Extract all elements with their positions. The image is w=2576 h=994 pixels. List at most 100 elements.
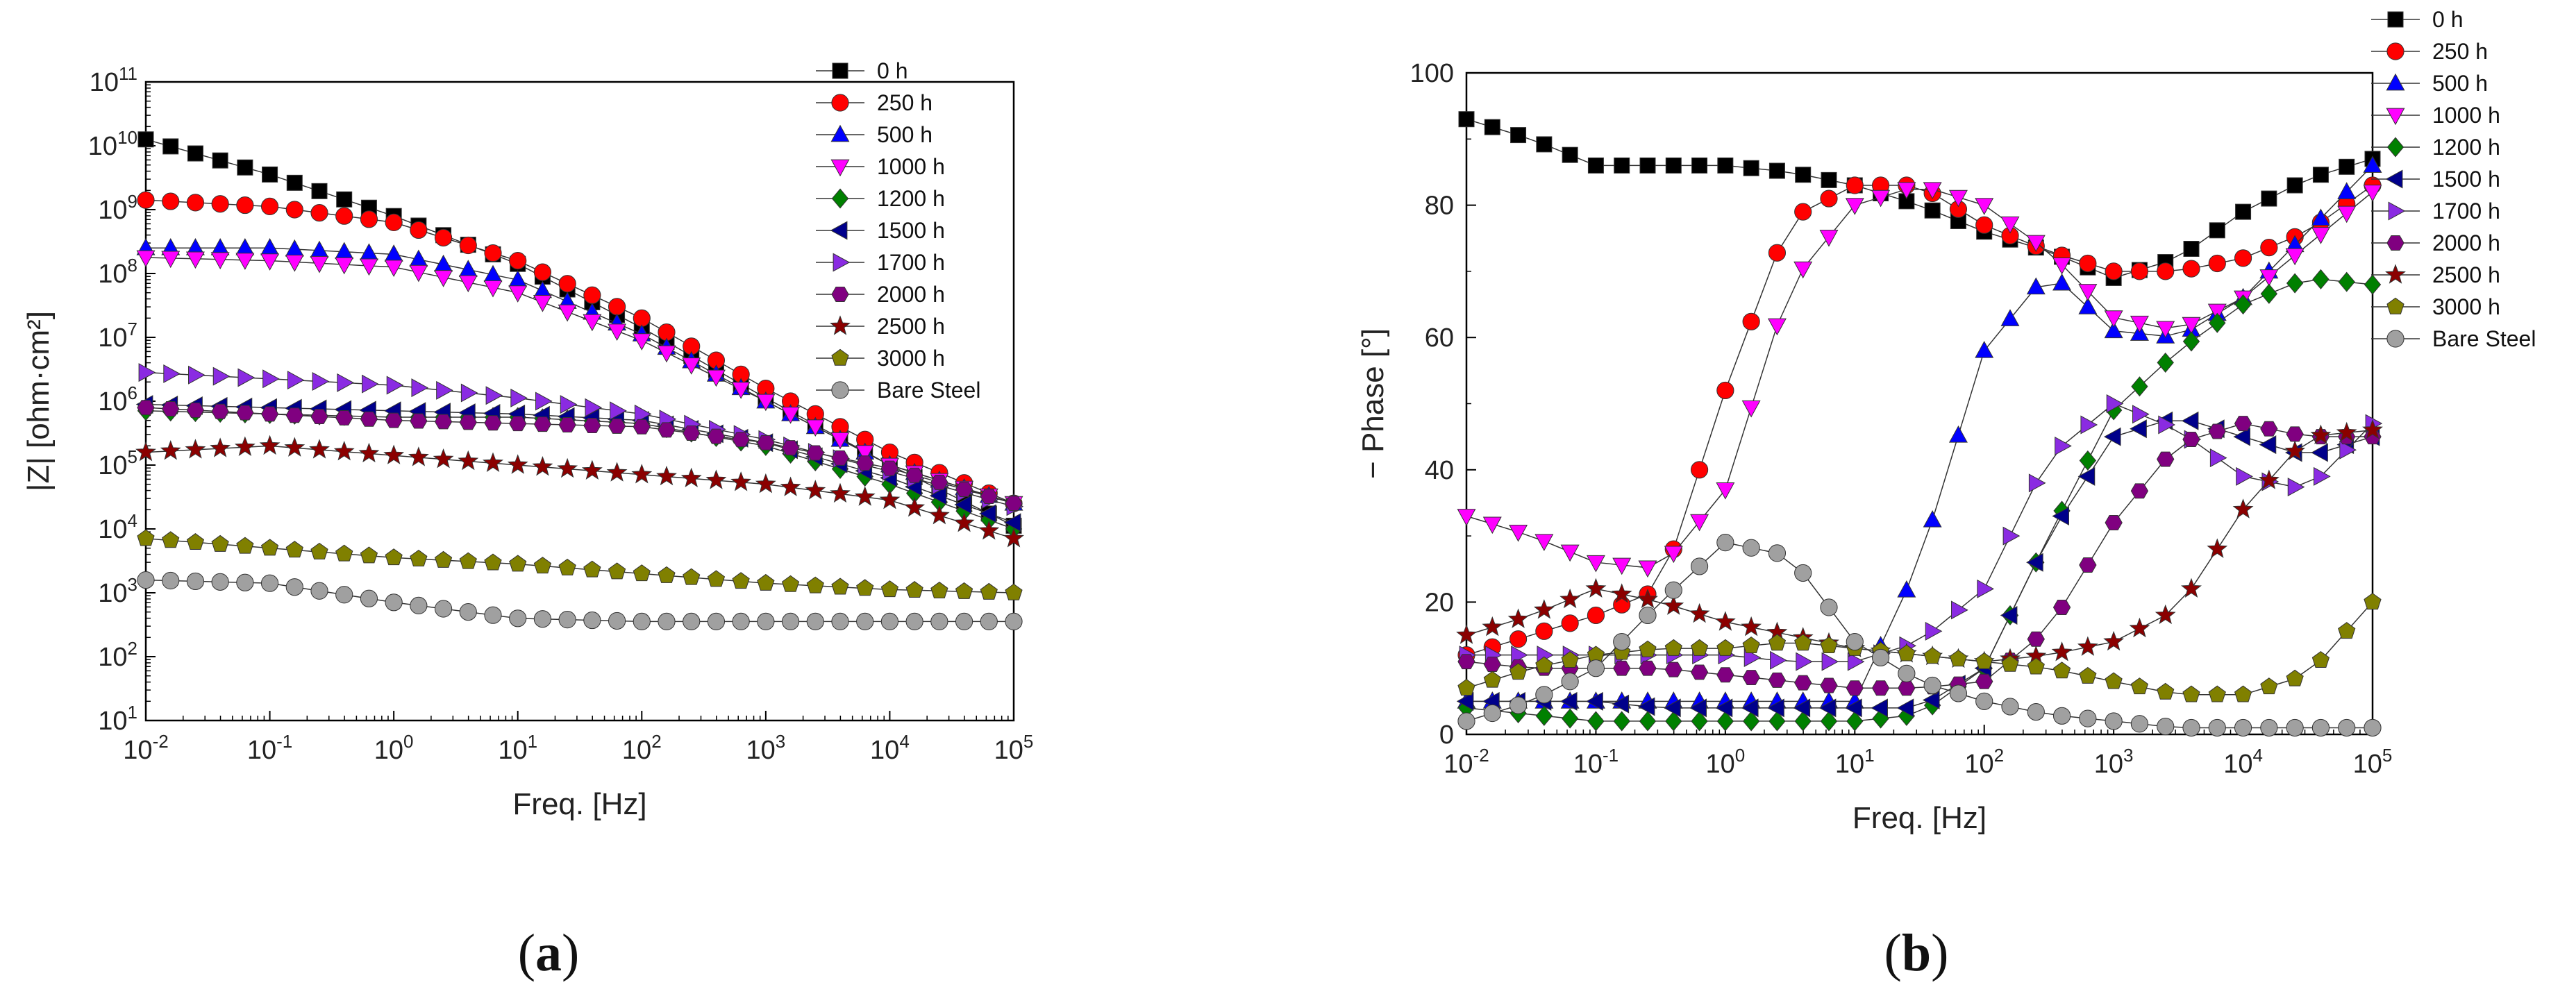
data-point-1700-h	[2158, 415, 2175, 435]
data-point-1500-h	[1818, 698, 1837, 718]
data-point-0-h	[2235, 203, 2252, 220]
x-axis-title: Freq. [Hz]	[512, 787, 646, 821]
data-point-3000-h	[2079, 666, 2097, 684]
data-point-1700-h	[262, 369, 280, 389]
data-point-1500-h	[1871, 698, 1888, 718]
data-point-bare-steel	[509, 609, 527, 627]
data-point-250-h	[1820, 189, 1838, 208]
x-tick-label: 100	[1705, 745, 1745, 779]
data-point-bare-steel	[2286, 718, 2304, 737]
data-point-1200-h	[2157, 352, 2174, 373]
data-point-0-h	[1536, 136, 1553, 153]
data-point-3000-h	[2364, 593, 2382, 610]
data-point-1700-h	[634, 404, 652, 423]
legend-label-250-h: 250 h	[2432, 39, 2488, 64]
data-point-1000-h	[706, 369, 726, 387]
data-point-2500-h	[2336, 421, 2357, 442]
data-point-2500-h	[2258, 469, 2280, 489]
legend-marker-1000-h	[830, 159, 850, 177]
data-point-2500-h	[2232, 498, 2254, 519]
data-point-1000-h	[2182, 317, 2201, 335]
data-point-250-h	[583, 286, 601, 304]
series-group	[135, 131, 1024, 631]
data-point-250-h	[1768, 244, 1787, 262]
data-point-2000-h	[1794, 675, 1812, 691]
legend: 0 h 250 h 500 h 1000 h 1200 h 1500 h 1700 h 200…	[2371, 7, 2536, 351]
data-point-0-h	[1717, 157, 1734, 174]
data-point-2000-h	[707, 428, 726, 444]
data-point-500-h	[2052, 273, 2072, 291]
legend: 0 h 250 h 500 h 1000 h 1200 h 1500 h 1700 h 200…	[816, 58, 980, 403]
data-point-3000-h	[2338, 622, 2356, 639]
data-point-1000-h	[855, 445, 875, 462]
data-point-bare-steel	[1975, 692, 1993, 710]
data-point-2500-h	[333, 440, 355, 461]
data-point-2500-h	[210, 437, 231, 457]
data-point-1000-h	[1948, 189, 1968, 208]
data-point-3000-h	[1005, 583, 1023, 600]
data-point-2500-h	[309, 439, 330, 459]
data-point-2500-h	[2155, 604, 2176, 625]
data-point-2500-h	[953, 512, 975, 532]
data-point-2500-h	[581, 460, 603, 480]
data-point-1200-h	[1691, 711, 1708, 732]
legend-marker-1700-h	[833, 253, 851, 272]
data-point-250-h	[2105, 262, 2123, 280]
data-point-1700-h	[1743, 648, 1762, 667]
y-tick-label: 1011	[90, 63, 137, 97]
data-point-2500-h	[780, 476, 801, 496]
data-point-250-h	[236, 196, 254, 214]
data-point-3000-h	[658, 566, 676, 583]
data-point-bare-steel	[1509, 696, 1528, 714]
data-point-2500-h	[507, 454, 528, 474]
legend-label-1500-h: 1500 h	[877, 218, 945, 243]
data-point-2000-h	[434, 414, 453, 430]
data-point-2500-h	[1003, 528, 1024, 548]
data-point-2000-h	[856, 455, 874, 471]
data-point-bare-steel	[285, 578, 303, 596]
data-point-3000-h	[633, 564, 651, 582]
legend-label-1200-h: 1200 h	[2432, 135, 2500, 160]
data-point-bare-steel	[434, 600, 453, 618]
x-tick-label: 103	[2094, 745, 2134, 779]
data-point-1700-h	[436, 380, 453, 400]
x-tick-label: 100	[374, 731, 414, 765]
data-point-bare-steel	[2079, 709, 2097, 727]
data-point-3000-h	[2311, 650, 2330, 668]
data-point-2000-h	[2182, 431, 2200, 447]
data-point-3000-h	[2234, 685, 2252, 702]
data-point-bare-steel	[781, 612, 800, 631]
data-point-250-h	[410, 221, 428, 239]
data-point-1000-h	[608, 323, 627, 342]
data-point-bare-steel	[1535, 686, 1553, 704]
data-point-1700-h	[312, 371, 330, 391]
data-point-bare-steel	[533, 610, 552, 628]
data-point-1000-h	[1767, 318, 1787, 336]
data-point-1500-h	[2000, 605, 2018, 625]
series-2500-h	[135, 435, 1024, 548]
data-point-3000-h	[2130, 677, 2149, 695]
legend-marker-1700-h	[2388, 201, 2406, 221]
data-point-2500-h	[532, 456, 553, 476]
data-point-2500-h	[1456, 624, 1477, 644]
data-point-1000-h	[1819, 229, 1839, 247]
data-point-2500-h	[1689, 603, 1710, 623]
data-point-2500-h	[433, 448, 454, 469]
data-point-3000-h	[1716, 639, 1734, 656]
data-point-2000-h	[186, 402, 205, 418]
data-point-1500-h	[1922, 690, 1940, 709]
data-point-1000-h	[2259, 269, 2279, 287]
data-point-2500-h	[1482, 616, 1503, 637]
data-point-3000-h	[310, 542, 328, 559]
data-point-1200-h	[1768, 711, 1786, 732]
data-point-bare-steel	[1587, 659, 1605, 677]
data-point-250-h	[335, 207, 353, 225]
data-point-1000-h	[2104, 310, 2123, 328]
data-point-1200-h	[1587, 711, 1605, 732]
data-point-1000-h	[285, 255, 304, 272]
data-point-2000-h	[360, 411, 378, 427]
data-point-2000-h	[905, 467, 923, 483]
data-point-2000-h	[1613, 660, 1631, 676]
series-line-1700-h	[1466, 403, 2373, 662]
data-point-bare-steel	[658, 612, 676, 631]
